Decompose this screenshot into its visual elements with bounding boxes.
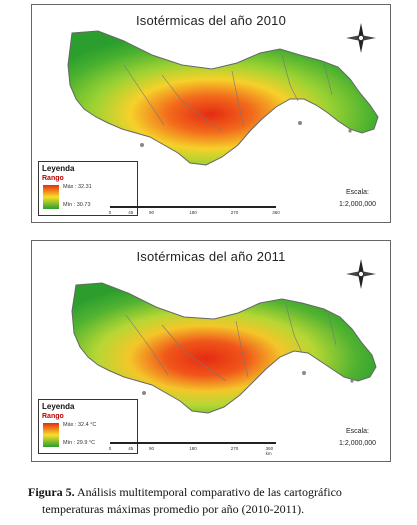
island-marker <box>298 121 302 125</box>
scalebar-tick: 360 <box>272 210 280 215</box>
scalebar-tick: 180 <box>189 210 197 215</box>
figure-caption: Figura 5. Análisis multitemporal compara… <box>28 484 398 518</box>
island-marker <box>140 143 144 147</box>
legend-color-ramp <box>43 185 59 209</box>
island-marker <box>350 379 354 383</box>
scalebar-tick: 270 <box>230 446 239 451</box>
caption-label: Figura 5. <box>28 485 75 499</box>
legend-max-label: Máx : 32.31 <box>63 184 92 190</box>
map-panel-2010: Isotérmicas del año 2010 Leyenda Rango M… <box>31 4 391 223</box>
caption-line-1: Análisis multitemporal comparativo de la… <box>74 485 342 499</box>
panama-isotherm-map <box>67 30 379 166</box>
panama-isotherm-map <box>71 282 377 414</box>
north-arrow-icon <box>346 23 376 53</box>
legend-subtitle: Rango <box>42 413 64 420</box>
legend: Leyenda Rango Máx : 32.31 Mín : 30.73 <box>38 161 138 216</box>
scalebar-tick: 45 <box>128 210 134 215</box>
caption-line-2: temperaturas máximas promedio por año (2… <box>42 502 305 516</box>
legend-max-label: Máx : 32.4 °C <box>63 422 97 428</box>
legend-min-label: Mín : 29.9 °C <box>63 440 96 446</box>
map-panel-2011: Isotérmicas del año 2011 Leyenda Rango M… <box>31 240 391 462</box>
scalebar-tick: 45 <box>128 446 134 451</box>
country-shape <box>67 30 379 166</box>
map-title: Isotérmicas del año 2011 <box>136 249 286 264</box>
scalebar: 0 45 90 180 270 360 km <box>108 442 276 456</box>
legend-color-ramp <box>43 423 59 447</box>
scalebar-track <box>110 442 276 444</box>
map-title: Isotérmicas del año 2010 <box>135 13 287 28</box>
island-marker <box>348 129 352 133</box>
legend-title: Leyenda <box>42 164 75 173</box>
legend: Leyenda Rango Máx : 32.4 °C Mín : 29.9 °… <box>38 399 138 454</box>
scalebar-tick: 0 <box>108 446 112 451</box>
scale-label: Escala: <box>346 428 369 435</box>
scale-label: Escala: <box>346 189 369 196</box>
legend-title: Leyenda <box>42 402 75 411</box>
scalebar-tick: 90 <box>148 210 155 215</box>
legend-min-label: Mín : 30.73 <box>63 202 91 208</box>
scalebar-track <box>110 206 276 208</box>
scalebar-tick: 180 <box>189 446 197 451</box>
scalebar-tick: 90 <box>148 446 155 451</box>
scale-text: Escala: 1:2,000,000 <box>339 426 376 450</box>
legend-subtitle: Rango <box>42 175 64 182</box>
scale-text: Escala: 1:2,000,000 <box>339 187 376 211</box>
north-arrow-icon <box>346 259 376 289</box>
island-marker <box>142 391 146 395</box>
scalebar: 0 45 90 180 270 360 <box>108 206 280 220</box>
scalebar-tick: 0 <box>108 210 112 215</box>
country-shape <box>71 282 377 414</box>
scale-value: 1:2,000,000 <box>339 440 376 447</box>
scalebar-tick: 360 km <box>265 446 274 456</box>
scale-value: 1:2,000,000 <box>339 201 376 208</box>
island-marker <box>302 371 306 375</box>
scalebar-tick: 270 <box>230 210 239 215</box>
